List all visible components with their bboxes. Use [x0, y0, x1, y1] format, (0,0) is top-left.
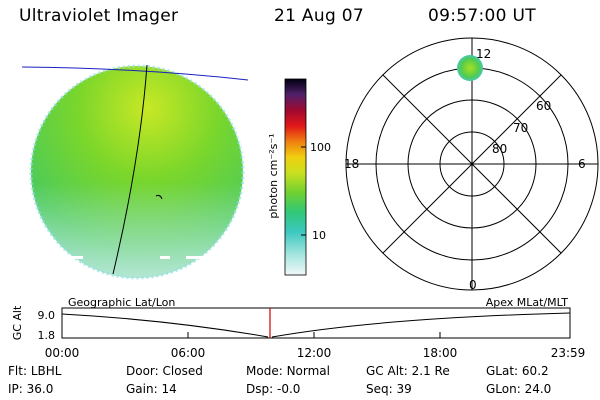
lat-label-80: 80 [492, 142, 507, 156]
instrument-title: Ultraviolet Imager [19, 6, 179, 26]
uv-earth-image [21, 64, 249, 280]
ip-readout: IP: 36.0 [8, 382, 54, 396]
gain-readout: Gain: 14 [126, 382, 177, 396]
seq-readout: Seq: 39 [366, 382, 412, 396]
mode-readout: Mode: Normal [246, 364, 330, 378]
glon-readout: GLon: 24.0 [486, 382, 552, 396]
colorbar-tick-10: 10 [312, 229, 326, 242]
colorbar-tick-100: 100 [310, 141, 331, 154]
timeline-right-caption: Apex MLat/MLT [486, 296, 569, 309]
filter-readout: Flt: LBHL [8, 364, 62, 378]
lat-label-70: 70 [513, 121, 528, 135]
mlt-label-18: 18 [344, 157, 359, 171]
meridian-line [112, 64, 148, 275]
time-tick-0000: 00:00 [45, 346, 80, 360]
time-tick-0600: 06:00 [171, 346, 206, 360]
door-readout: Door: Closed [126, 364, 203, 378]
mlt-label-0: 0 [469, 278, 477, 292]
color-scale-bar [284, 78, 307, 276]
glat-readout: GLat: 60.2 [486, 364, 549, 378]
colorbar-unit-label: photon cm⁻²s⁻¹ [267, 133, 280, 218]
time-tick-1800: 18:00 [423, 346, 458, 360]
time-label: 09:57:00 UT [428, 6, 536, 26]
timeline-y-label: GC Alt [11, 305, 24, 340]
polar-mlt-plot [345, 37, 599, 291]
time-tick-1200: 12:00 [297, 346, 332, 360]
timeline-y-tick-1: 1.8 [38, 329, 56, 342]
lat-label-60: 60 [536, 99, 551, 113]
time-tick-2359: 23:59 [551, 346, 586, 360]
horizon-line [21, 66, 249, 81]
timeline-y-tick-9: 9.0 [38, 309, 56, 322]
mlt-label-6: 6 [578, 157, 586, 171]
aurora-spot [457, 55, 483, 81]
timeline-left-caption: Geographic Lat/Lon [68, 296, 175, 309]
gc-alt-readout: GC Alt: 2.1 Re [366, 364, 450, 378]
mlt-label-12: 12 [476, 47, 491, 61]
date-label: 21 Aug 07 [274, 6, 364, 26]
altitude-timeline [61, 307, 571, 339]
dsp-readout: Dsp: -0.0 [246, 382, 301, 396]
